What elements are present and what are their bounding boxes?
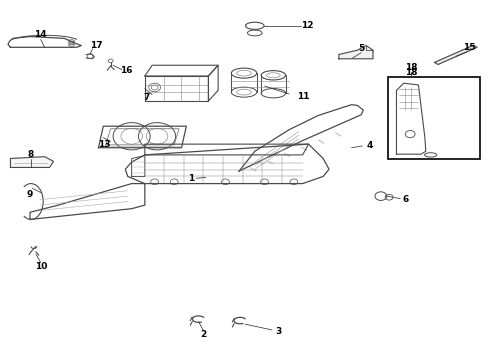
Polygon shape xyxy=(435,45,477,64)
Text: 8: 8 xyxy=(28,150,34,159)
Text: 11: 11 xyxy=(297,92,310,101)
Bar xyxy=(388,77,480,159)
Polygon shape xyxy=(10,157,53,167)
Text: 7: 7 xyxy=(143,93,149,102)
Text: 5: 5 xyxy=(358,44,365,53)
Text: 1: 1 xyxy=(188,174,195,183)
Text: 6: 6 xyxy=(402,195,408,204)
Text: 2: 2 xyxy=(200,330,207,339)
Text: 17: 17 xyxy=(90,41,102,50)
Text: 10: 10 xyxy=(35,262,47,271)
Text: 4: 4 xyxy=(367,141,373,150)
Text: 16: 16 xyxy=(121,67,133,76)
Text: 13: 13 xyxy=(98,140,111,149)
Text: 12: 12 xyxy=(301,21,314,30)
Text: 14: 14 xyxy=(34,30,47,39)
Text: 9: 9 xyxy=(27,190,33,199)
Polygon shape xyxy=(339,45,373,59)
Text: 18: 18 xyxy=(405,63,417,72)
Text: 18: 18 xyxy=(405,68,417,77)
Text: 15: 15 xyxy=(463,43,475,52)
Text: 3: 3 xyxy=(275,327,281,336)
